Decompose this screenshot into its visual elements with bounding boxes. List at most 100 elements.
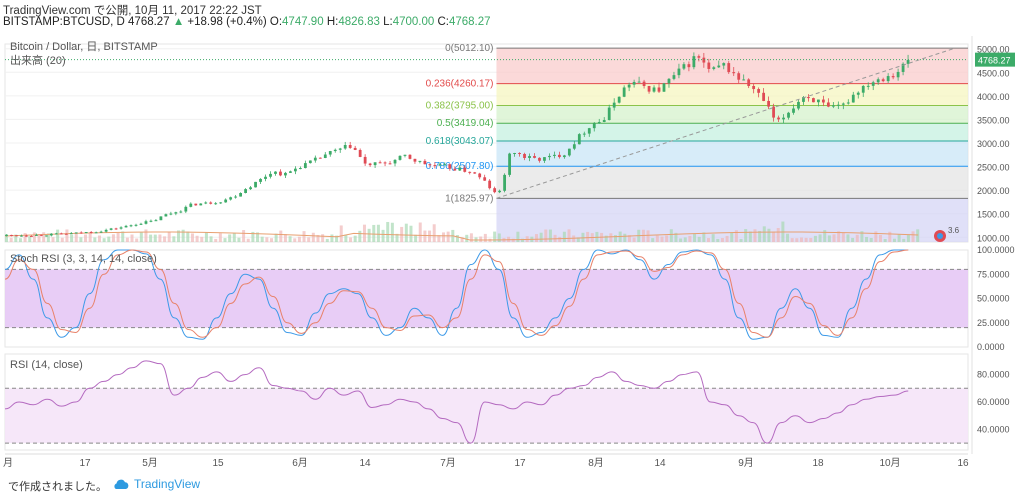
stoch-rsi-tick-label: 25.0000 — [977, 318, 1010, 328]
volume-bar — [79, 237, 83, 242]
volume-bar — [325, 238, 329, 242]
candle-body — [543, 157, 546, 161]
volume-bar — [274, 233, 278, 242]
volume-bar — [734, 230, 738, 242]
volume-bar — [837, 231, 841, 242]
volume-bar — [725, 235, 729, 242]
brand-name: TradingView — [134, 477, 201, 491]
volume-bar — [139, 232, 143, 242]
volume-bar — [107, 236, 111, 242]
low-value: 4700.00 — [392, 16, 435, 28]
candle-body — [896, 71, 900, 78]
tradingview-link[interactable]: TradingView — [112, 477, 200, 491]
pane-titles: Bitcoin / Dollar, 日, BITSTAMP 出来高 (20) S… — [10, 41, 158, 371]
candle-body — [702, 57, 706, 63]
fib-trend-line — [496, 47, 956, 199]
candle-body — [712, 67, 716, 69]
volume-bar — [614, 235, 618, 242]
candle-body — [727, 63, 731, 73]
volume-bar — [446, 231, 450, 242]
volume-bar — [730, 232, 734, 242]
candle-body — [254, 181, 257, 188]
candle-body — [124, 225, 128, 228]
candle-body — [373, 162, 377, 166]
candle-body — [448, 164, 452, 169]
volume-bar — [372, 224, 376, 242]
candle-body — [104, 229, 108, 232]
volume-bar — [84, 234, 88, 242]
candle-body — [333, 149, 337, 152]
volume-bar — [702, 232, 706, 242]
volume-bar — [293, 238, 297, 242]
candle-body — [687, 64, 691, 68]
cloud-logo-icon — [114, 479, 129, 489]
volume-bar — [823, 230, 827, 242]
candle-body — [622, 87, 626, 97]
high-label: H: — [326, 16, 339, 28]
volume-bar — [795, 238, 799, 242]
close-value: 4768.27 — [448, 16, 491, 28]
candle-body — [538, 157, 541, 161]
volume-bar — [9, 237, 13, 242]
chart-canvas[interactable]: 1000.00 1500.00 2000.00 2500.00 3000.00 3500.… — [0, 36, 1024, 471]
chart-header: TradingView.com で公開, 10月 11, 2017 22:22 … — [0, 0, 1024, 32]
candle-body — [249, 187, 252, 190]
volume-bar — [251, 231, 255, 242]
candle-body — [149, 220, 153, 222]
volume-bar — [567, 229, 571, 242]
volume-bar — [260, 236, 264, 242]
volume-bar — [772, 231, 776, 242]
volume-bar — [349, 237, 353, 242]
candle-body — [697, 56, 701, 58]
candle-body — [483, 177, 487, 181]
volume-bar — [832, 234, 836, 242]
stoch-rsi-band — [5, 269, 968, 328]
made-with-text: で作成されました。 — [8, 481, 107, 493]
candle-body — [662, 83, 666, 92]
candle-body — [617, 96, 621, 103]
candle-body — [363, 156, 367, 164]
candle-body — [692, 56, 696, 68]
volume-bar — [409, 225, 413, 242]
candle-body — [343, 145, 347, 149]
volume-bar — [762, 226, 766, 242]
fib-band — [496, 123, 968, 141]
candle-body — [289, 171, 292, 173]
volume-bar — [404, 223, 408, 242]
candle-body — [229, 197, 233, 200]
volume-bar — [37, 234, 41, 242]
candle-body — [901, 63, 905, 72]
stoch-rsi-tick-label: 50.0000 — [977, 294, 1010, 304]
candle-body — [358, 149, 362, 157]
candle-body — [328, 151, 332, 155]
volume-bar — [548, 229, 552, 242]
chart-area[interactable]: 1000.00 1500.00 2000.00 2500.00 3000.00 3500.… — [0, 36, 1024, 471]
candle-body — [134, 224, 138, 226]
candle-body — [513, 153, 516, 155]
candle-body — [10, 234, 13, 236]
candle-body — [876, 79, 880, 83]
candle-body — [627, 84, 631, 88]
time-axis-label: 5月 — [142, 457, 158, 469]
volume-bar — [460, 237, 464, 242]
volume-bar — [209, 236, 213, 242]
price-pane: 1000.00 1500.00 2000.00 2500.00 3000.00 3500.… — [4, 43, 1015, 243]
volume-bar — [841, 232, 845, 242]
candle-body — [94, 232, 98, 234]
rsi-pane: 40.0000 60.0000 80.0000 — [4, 353, 1010, 451]
candle-body — [677, 68, 681, 76]
volume-bar — [418, 222, 422, 242]
volume-bar — [186, 231, 190, 242]
rsi-tick-label: 40.0000 — [977, 424, 1010, 434]
volume-bar — [344, 234, 348, 242]
candle-body — [797, 101, 800, 109]
candle-body — [802, 97, 805, 102]
candle-body — [403, 154, 407, 156]
volume-bar — [558, 236, 562, 242]
event-badge-count: 3.6 — [948, 226, 960, 235]
volume-bar — [18, 238, 22, 242]
candle-body — [886, 76, 890, 82]
candle-body — [732, 72, 736, 74]
change-value: +18.98 (+0.4%) — [187, 16, 267, 28]
rsi-tick-label: 80.0000 — [977, 370, 1010, 380]
